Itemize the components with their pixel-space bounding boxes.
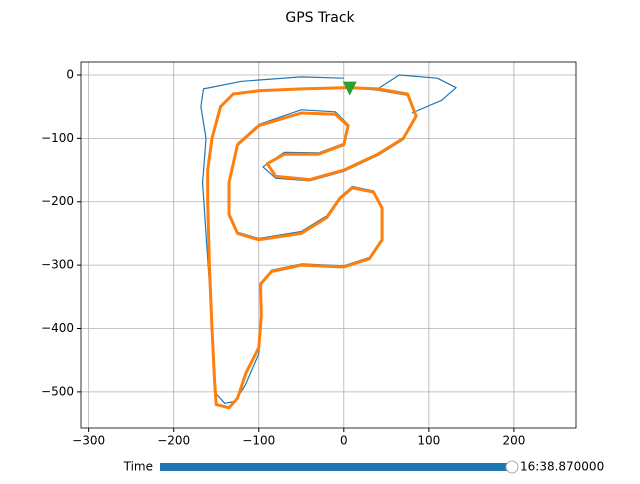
y-tick-label: 0 [66,67,74,81]
y-tick-label: −200 [41,194,74,208]
slider-handle[interactable] [505,460,519,474]
slider-value: 16:38.870000 [520,460,604,474]
track-line [200,74,457,404]
x-tick-label: −300 [72,434,105,448]
y-tick-label: −400 [41,321,74,335]
slider-label: Time [123,460,153,474]
chart-title: GPS Track [285,10,355,26]
x-tick-label: 100 [417,434,440,448]
y-tick-label: −300 [41,258,74,272]
y-tick-label: −100 [41,131,74,145]
y-tick-label: −500 [41,384,74,398]
plot-frame [80,61,577,429]
x-tick-label: −200 [157,434,190,448]
position-marker [342,81,357,96]
track-line [206,86,418,410]
slider-track[interactable] [160,463,512,471]
x-tick-label: 0 [340,434,348,448]
x-tick-label: 200 [502,434,525,448]
x-tick-label: −100 [242,434,275,448]
